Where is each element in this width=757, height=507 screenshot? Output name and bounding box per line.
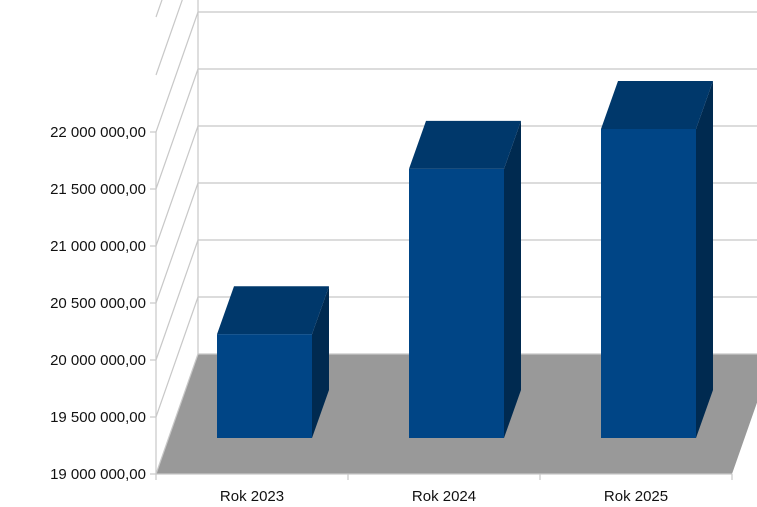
bar-top: [409, 120, 521, 169]
bar-side: [696, 81, 713, 438]
side-grid-line: [155, 353, 199, 475]
y-tick-label: 22 000 000,00: [50, 124, 146, 141]
y-tick-label: 20 500 000,00: [50, 295, 146, 312]
x-category-label: Rok 2023: [220, 488, 284, 505]
bar-side: [312, 286, 329, 438]
bar-front: [217, 334, 312, 438]
bar: [409, 120, 521, 439]
bars: [217, 81, 713, 439]
side-grid-line: [155, 239, 199, 361]
x-category-label: Rok 2024: [412, 488, 476, 505]
x-axis-category-labels: Rok 2023 Rok 2024 Rok 2025: [220, 488, 668, 505]
axes: [150, 0, 733, 480]
side-grid-line: [155, 68, 199, 190]
y-tick-label: 20 000 000,00: [50, 352, 146, 369]
side-grid-line: [155, 0, 183, 76]
bar-side: [504, 120, 521, 439]
bar-front: [601, 129, 696, 438]
y-tick-label: 21 000 000,00: [50, 238, 146, 255]
bar-front: [409, 168, 504, 438]
bar-top: [217, 286, 329, 335]
y-tick-label: 19 500 000,00: [50, 409, 146, 426]
y-tick-label: 19 000 000,00: [50, 466, 146, 483]
y-tick-label: 21 500 000,00: [50, 181, 146, 198]
side-grid-line: [155, 182, 199, 304]
bar-top: [601, 81, 713, 129]
side-grid-line: [155, 125, 199, 247]
side-grid-line: [155, 11, 199, 133]
side-grid-line: [155, 296, 199, 418]
bar: [217, 286, 329, 438]
y-axis-tick-labels: 19 000 000,00 19 500 000,00 20 000 000,00 2…: [50, 124, 146, 483]
bar: [601, 81, 713, 438]
x-category-label: Rok 2025: [604, 488, 668, 505]
